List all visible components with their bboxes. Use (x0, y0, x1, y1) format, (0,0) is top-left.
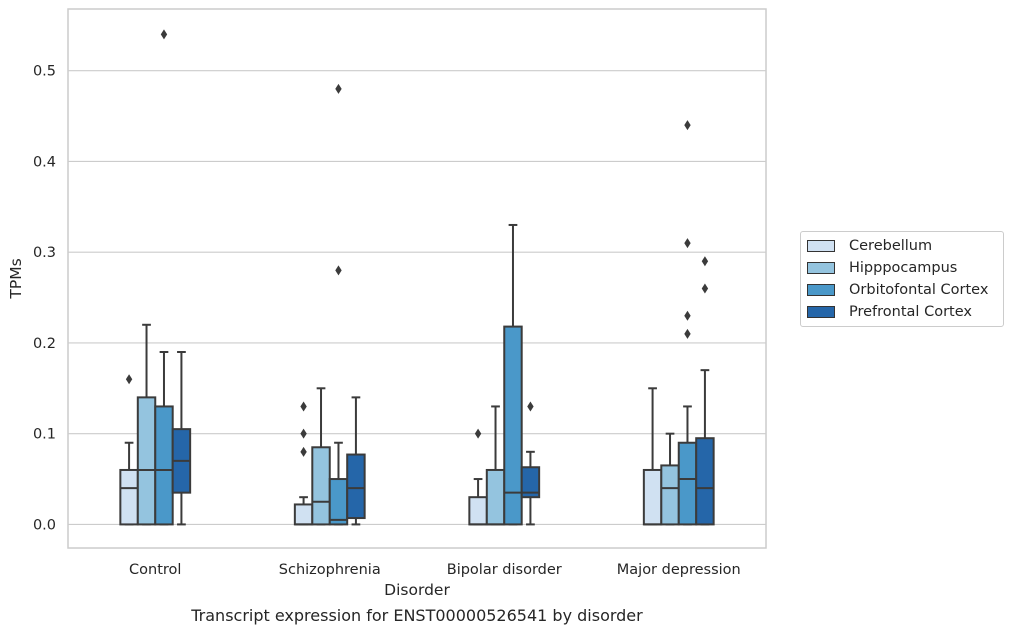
legend-label-cerebellum: Cerebellum (849, 238, 933, 254)
outlier-point (300, 428, 307, 439)
figure-caption: Transcript expression for ENST0000052654… (191, 606, 643, 625)
y-tick-label: 0.0 (33, 517, 56, 533)
x-tick-label: Major depression (617, 562, 741, 578)
legend-item-hippocampus: Hipppocampus (807, 258, 957, 278)
box (642, 468, 663, 526)
x-tick-label: Schizophrenia (279, 562, 381, 578)
outlier-point (474, 428, 482, 439)
legend-swatch-prefrontal (807, 306, 835, 318)
outlier-point (335, 265, 342, 276)
outlier-point (300, 446, 307, 457)
outlier-point (684, 120, 691, 131)
x-axis-label: Disorder (384, 581, 450, 599)
box (485, 468, 506, 526)
y-tick-label: 0.1 (33, 427, 56, 443)
legend-item-cerebellum: Cerebellum (807, 236, 932, 256)
box (520, 466, 541, 499)
y-tick-label: 0.5 (33, 64, 56, 80)
box (154, 405, 174, 526)
box (695, 437, 715, 526)
outlier-point (701, 283, 709, 294)
box (293, 503, 314, 526)
box (503, 325, 523, 526)
y-axis-label: TPMs (7, 258, 25, 299)
outlier-point (300, 401, 307, 412)
y-tick-label: 0.3 (33, 245, 56, 261)
box (328, 478, 349, 526)
outlier-point (335, 83, 342, 94)
legend-item-orbitofrontal: Orbitofontal Cortex (807, 280, 988, 300)
legend-label-prefrontal: Prefrontal Cortex (849, 304, 972, 320)
outlier-point (160, 29, 168, 40)
box (136, 396, 157, 526)
box (660, 464, 680, 526)
outlier-point (684, 310, 691, 321)
legend-item-prefrontal: Prefrontal Cortex (807, 302, 972, 322)
legend-swatch-cerebellum (807, 240, 835, 252)
x-tick-label: Bipolar disorder (447, 562, 562, 578)
legend-swatch-hippocampus (807, 262, 835, 274)
box (311, 446, 331, 526)
outlier-point (701, 256, 709, 267)
legend: Cerebellum Hipppocampus Orbitofontal Cor… (800, 231, 1004, 327)
legend-swatch-orbitofrontal (807, 284, 835, 296)
y-tick-label: 0.4 (33, 154, 56, 170)
x-tick-label: Control (129, 562, 181, 578)
box (119, 468, 139, 526)
y-tick-label: 0.2 (33, 336, 56, 352)
boxplot-chart: 0.0 0.1 0.2 0.3 0.4 0.5 Control Schizophrenia Bi… (7, 8, 767, 599)
box (468, 496, 488, 526)
legend-label-hippocampus: Hipppocampus (849, 260, 958, 276)
plot-frame (67, 8, 767, 549)
outlier-point (684, 328, 691, 339)
box (346, 453, 366, 520)
legend-label-orbitofrontal: Orbitofontal Cortex (849, 282, 989, 298)
outlier-point (684, 238, 691, 249)
box (677, 441, 698, 526)
outlier-point (125, 374, 133, 385)
outlier-point (527, 401, 534, 412)
